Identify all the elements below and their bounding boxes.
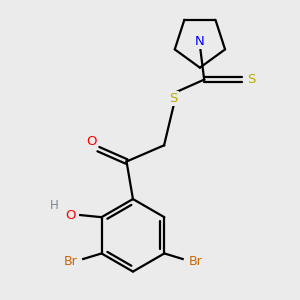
Text: H: H — [50, 199, 59, 212]
Text: S: S — [169, 92, 178, 105]
Text: O: O — [86, 135, 97, 148]
Text: S: S — [247, 73, 255, 86]
Text: O: O — [66, 208, 76, 222]
Text: Br: Br — [189, 255, 202, 268]
Text: Br: Br — [64, 255, 77, 268]
Text: N: N — [195, 35, 205, 48]
Text: N: N — [195, 35, 205, 48]
